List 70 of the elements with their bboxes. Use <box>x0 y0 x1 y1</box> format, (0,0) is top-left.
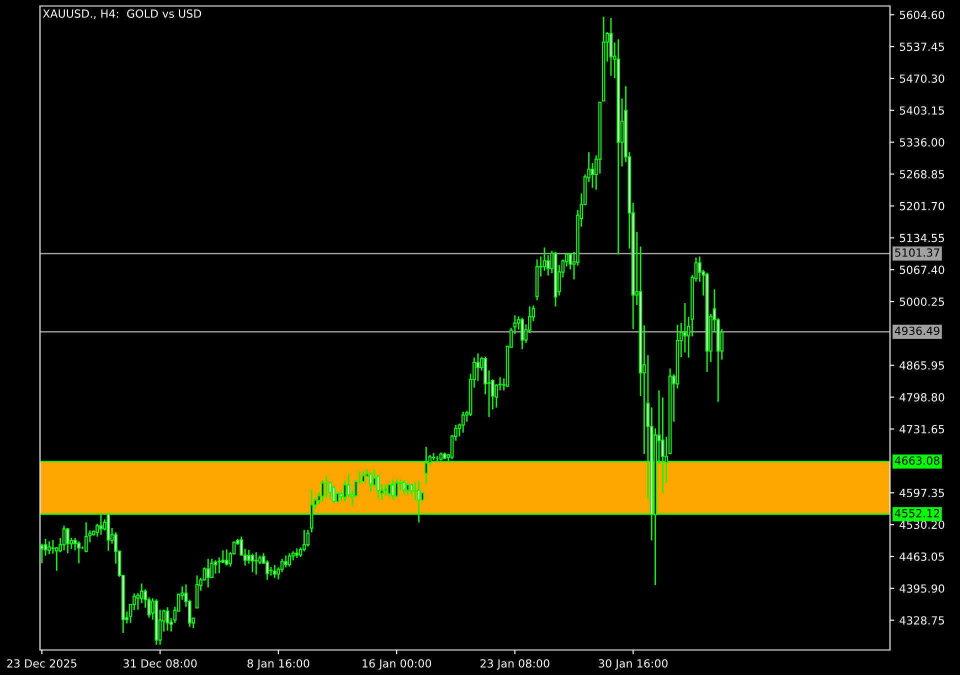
x-tick-label: 23 Dec 2025 <box>7 659 76 668</box>
y-tick-label: 4328.75 <box>900 616 944 625</box>
candlestick <box>84 522 88 553</box>
y-tick-label: 4395.90 <box>900 584 944 593</box>
candlestick <box>362 470 366 484</box>
y-tick-label: 5537.45 <box>900 42 944 51</box>
chart-title: XAUUSD., H4: GOLD vs USD <box>42 9 202 19</box>
y-tick-label: 5604.60 <box>900 10 944 20</box>
candlestick <box>218 556 221 574</box>
candlestick <box>372 468 376 488</box>
y-tick-label: 5067.40 <box>900 266 944 274</box>
candlestick <box>136 592 140 610</box>
candlestick <box>369 472 372 492</box>
candlestick <box>288 552 292 568</box>
y-tick-label: 4798.80 <box>900 393 944 402</box>
candlestick <box>250 552 254 573</box>
candlestick <box>388 482 391 498</box>
candlestick <box>195 574 199 609</box>
y-tick-label: 4865.95 <box>900 361 944 370</box>
y-tick-label: 5336.00 <box>900 138 944 147</box>
x-tick-label: 16 Jan 00:00 <box>362 659 432 670</box>
candlestick <box>66 527 70 554</box>
candlestick <box>402 479 406 495</box>
candlestick <box>476 352 480 382</box>
y-tick-label: 5000.25 <box>900 298 944 306</box>
candlestick <box>332 486 336 504</box>
y-tick-label: 5470.30 <box>900 74 944 83</box>
candlestick <box>51 539 55 554</box>
candlestick <box>590 162 594 188</box>
candlestick <box>166 606 170 632</box>
ref-line-label: 5101.37 <box>895 248 940 257</box>
y-tick-label: 5201.70 <box>900 202 944 210</box>
candlestick <box>254 552 258 576</box>
ref-line-label: 4552.12 <box>894 509 940 518</box>
candlestick <box>206 558 210 588</box>
candlestick <box>48 540 51 555</box>
candlestick <box>224 548 228 566</box>
candlestick <box>273 564 276 579</box>
y-tick-label: 5403.15 <box>900 106 944 115</box>
candlestick <box>295 548 299 559</box>
x-tick-label: 31 Dec 08:00 <box>124 659 197 668</box>
y-tick-label: 4597.35 <box>900 488 944 498</box>
x-tick-label: 30 Jan 16:00 <box>598 659 668 670</box>
candlestick <box>461 411 465 434</box>
candlestick <box>384 484 388 496</box>
y-tick-label: 4530.20 <box>900 520 944 529</box>
candlestick <box>321 479 324 502</box>
y-tick-label: 5134.55 <box>900 234 944 242</box>
candlestick <box>247 549 250 564</box>
candlestick <box>683 302 687 354</box>
candlestick <box>77 540 80 564</box>
x-tick-label: 23 Jan 08:00 <box>480 659 550 670</box>
ref-line-label: 4663.08 <box>894 456 940 465</box>
candlestick <box>394 478 398 498</box>
candlestick <box>410 483 414 496</box>
candlestick <box>391 478 395 500</box>
candlestick <box>406 482 410 496</box>
candlestick <box>306 529 310 548</box>
y-tick-label: 4731.65 <box>900 424 944 434</box>
candlestick <box>62 524 66 552</box>
candlestick <box>609 17 613 76</box>
candlestick <box>284 554 288 568</box>
candlestick <box>520 317 524 350</box>
candlestick <box>266 560 269 580</box>
x-tick-label: 8 Jan 16:00 <box>247 659 310 670</box>
y-tick-label: 5268.85 <box>900 170 944 178</box>
candlestick <box>413 482 417 501</box>
y-tick-label: 4463.05 <box>900 552 944 561</box>
candlestick <box>214 560 218 574</box>
ref-line-label: 4936.49 <box>894 326 940 336</box>
